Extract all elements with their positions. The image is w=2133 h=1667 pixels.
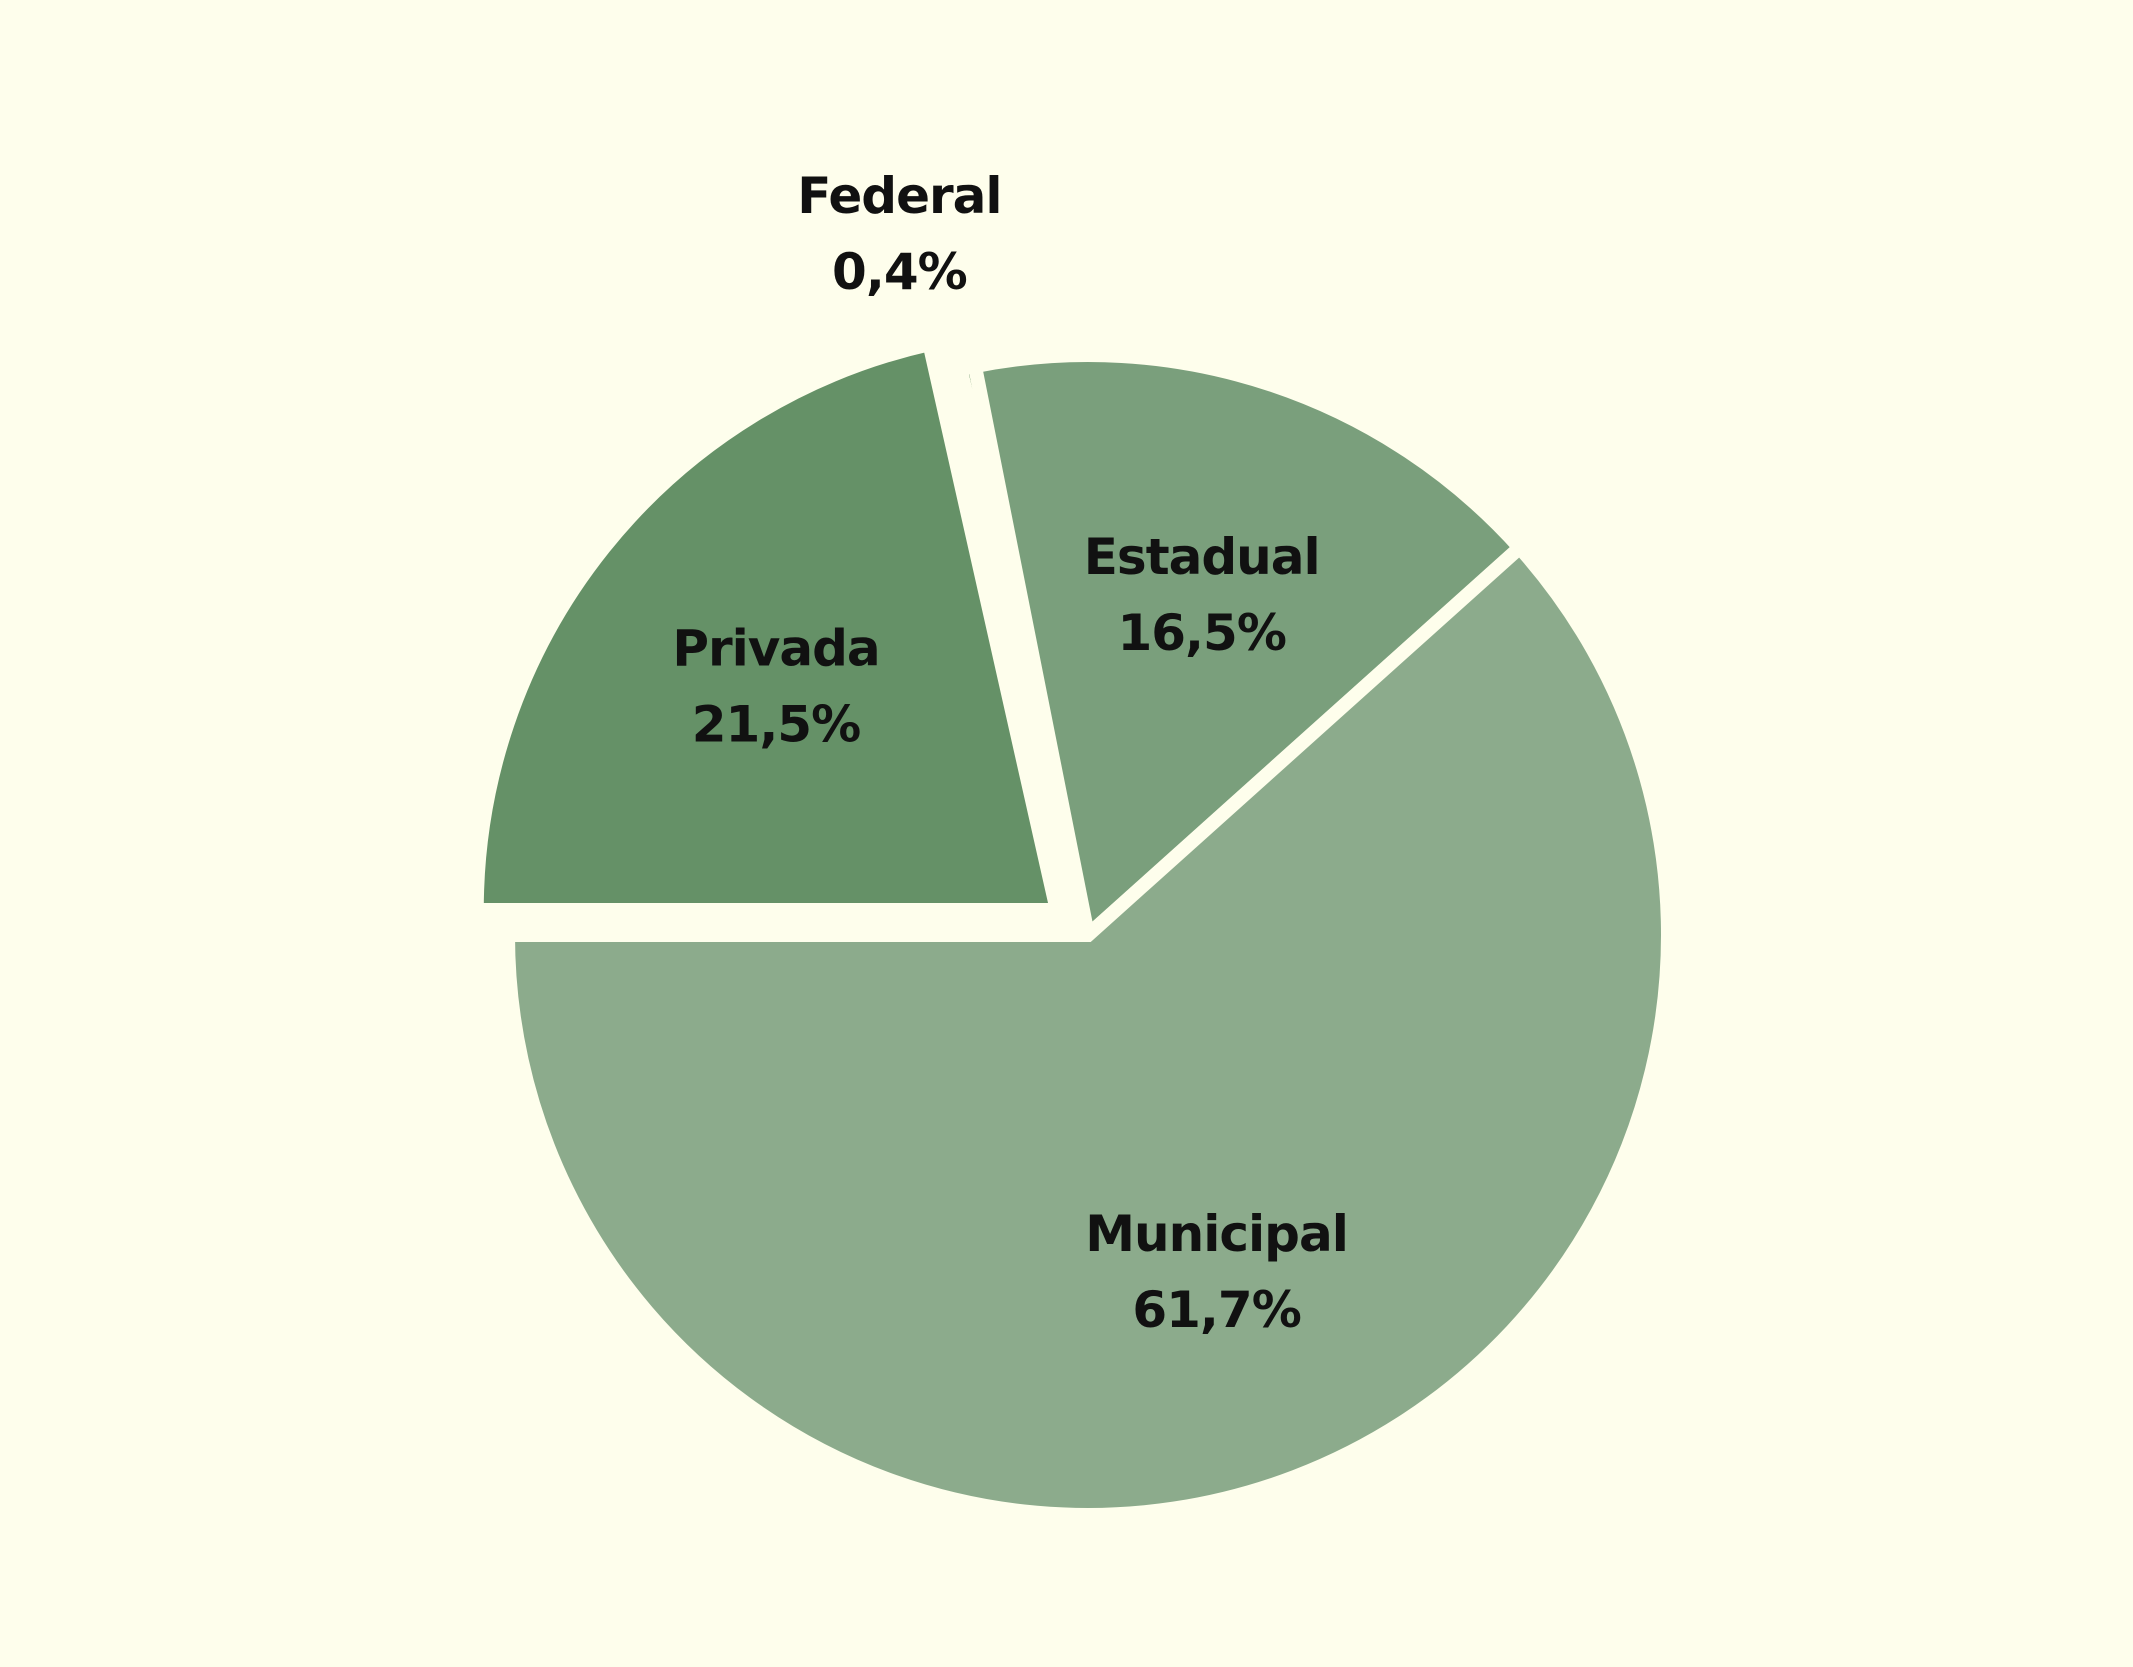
pie-slice-estadual: [966, 348, 1530, 949]
slice-name-label-estadual: Estadual: [1084, 528, 1320, 586]
slice-name-label-privada: Privada: [672, 619, 879, 677]
slice-percent-label-estadual: 16,5%: [1117, 604, 1285, 662]
slice-percent-label-municipal: 61,7%: [1132, 1281, 1300, 1339]
pie-slice-municipal: [500, 537, 1675, 1522]
slices-layer: [469, 335, 1675, 1522]
slice-name-label-federal: Federal: [797, 167, 1001, 225]
pie-slice-privada: [469, 335, 1066, 918]
slice-percent-label-federal: 0,4%: [832, 243, 967, 301]
slice-percent-label-privada: 21,5%: [692, 695, 860, 753]
labels-layer: Privada 21,5% Federal 0,4% Estadual 16,5% Muni…: [672, 167, 1349, 1339]
slice-name-label-municipal: Municipal: [1085, 1205, 1348, 1263]
